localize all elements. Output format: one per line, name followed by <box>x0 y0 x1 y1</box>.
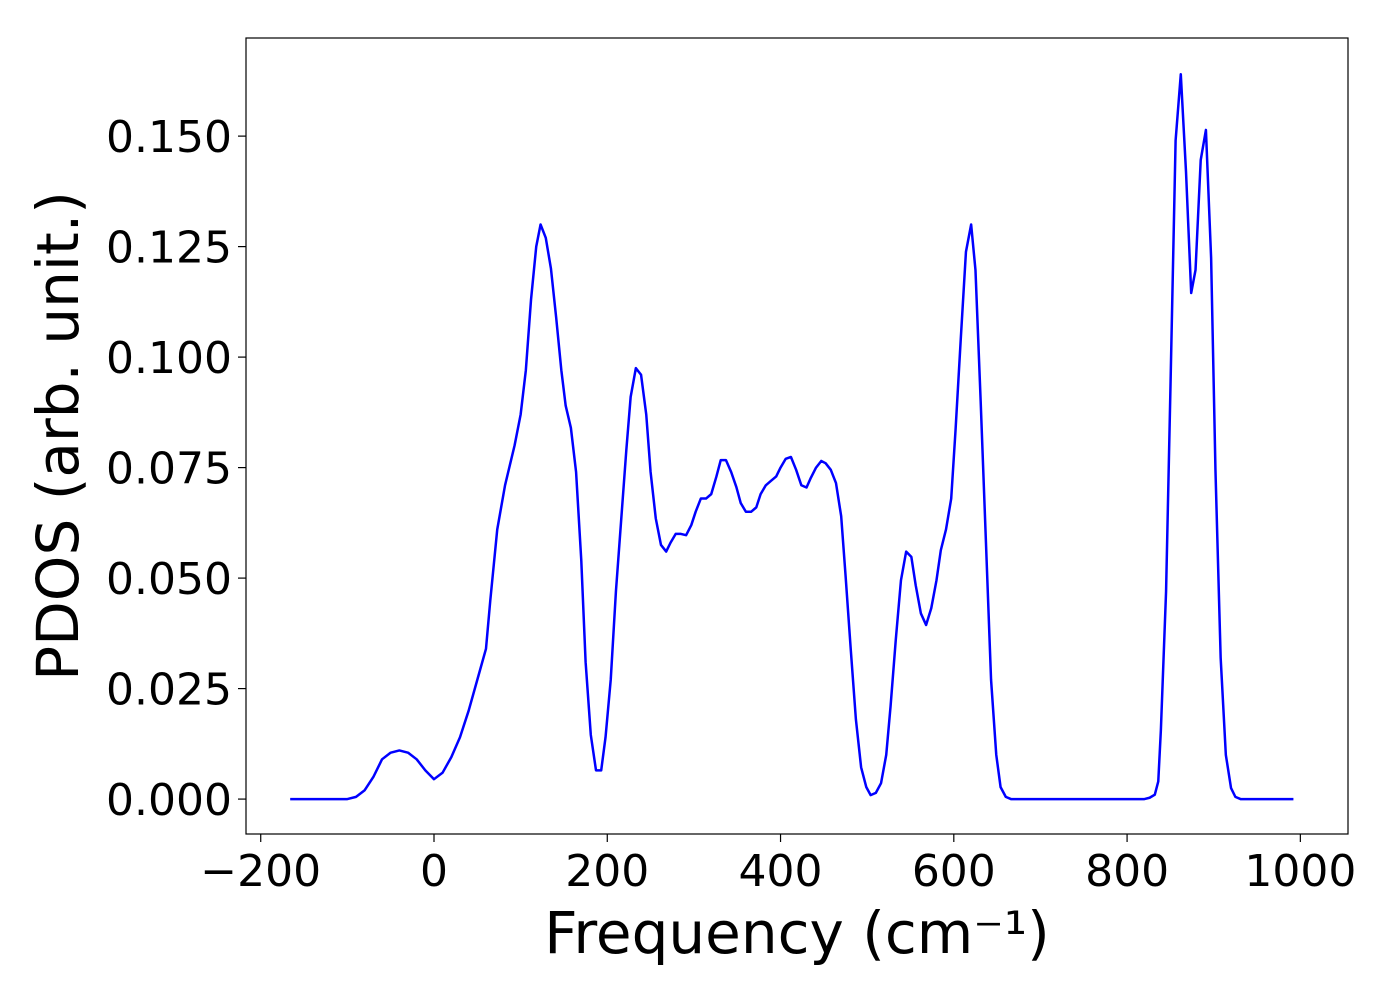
x-tick-label: 1000 <box>1244 846 1356 897</box>
data-line <box>290 72 1294 801</box>
y-tick-label: 0.125 <box>106 223 232 274</box>
x-tick-label: 600 <box>912 846 996 897</box>
x-tick-label: 0 <box>420 846 448 897</box>
y-tick-label: 0.050 <box>106 554 232 605</box>
y-axis-label: PDOS (arb. unit.) <box>24 191 92 681</box>
y-tick-label: 0.100 <box>106 333 232 384</box>
y-tick-label: 0.075 <box>106 444 232 495</box>
y-tick-label: 0.000 <box>106 775 232 826</box>
x-tick-label: −200 <box>200 846 321 897</box>
x-tick-label: 200 <box>565 846 649 897</box>
y-tick-label: 0.150 <box>106 112 232 163</box>
x-tick-label: 800 <box>1085 846 1169 897</box>
plot-frame <box>245 37 1349 835</box>
x-tick-label: 400 <box>739 846 823 897</box>
y-tick-label: 0.025 <box>106 665 232 716</box>
x-axis-label: Frequency (cm⁻¹) <box>544 899 1050 967</box>
